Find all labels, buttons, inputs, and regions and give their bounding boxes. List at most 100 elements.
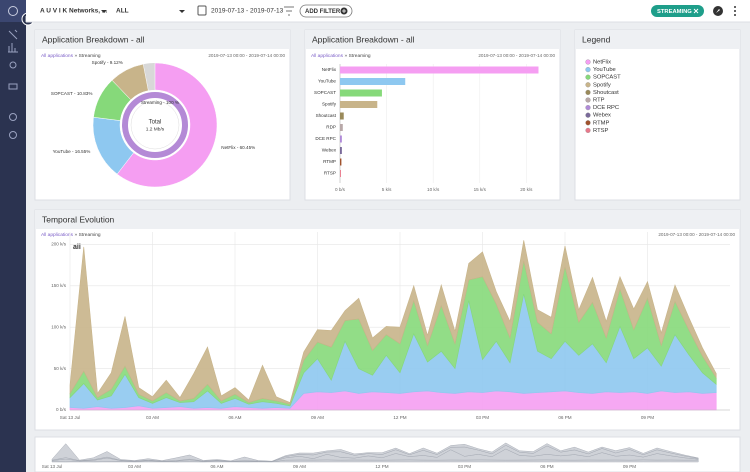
- y-tick-label: SOPCAST: [314, 90, 336, 95]
- center-disc: [130, 100, 180, 150]
- legend-swatch: [585, 74, 591, 80]
- y-tick-label: 50 k/s: [54, 366, 67, 371]
- sidebar-home[interactable]: [0, 0, 26, 22]
- nav-network-icon[interactable]: [8, 83, 18, 90]
- breadcrumb-root[interactable]: All applications: [311, 53, 344, 59]
- legend-swatch: [585, 112, 591, 118]
- breadcrumb-leaf: Streaming: [79, 53, 101, 59]
- bar: [340, 78, 406, 85]
- y-tick-label: 100 k/s: [51, 324, 67, 329]
- legend-label: YouTube: [593, 67, 616, 73]
- x-tick-label: 15 k/s: [474, 187, 487, 192]
- org-caret[interactable]: [101, 10, 107, 13]
- legend-label: Shoutcast: [593, 90, 619, 96]
- compass-icon: [716, 9, 720, 13]
- menu-button[interactable]: [734, 6, 736, 16]
- x-tick-label: 10 k/s: [427, 187, 440, 192]
- legend-label: NetFlix: [593, 60, 611, 66]
- calendar-icon[interactable]: [197, 5, 207, 16]
- panel-legend: Legend: [574, 29, 741, 201]
- navigator-tick-label: 09 PM: [623, 464, 636, 469]
- slice-label: Spotify - 9.12%: [92, 60, 123, 65]
- bar: [340, 135, 342, 143]
- pie-slice: [116, 62, 218, 188]
- breadcrumb-sep: »: [75, 54, 78, 59]
- y-tick-label: Shoutcast: [316, 113, 337, 118]
- filter-caret[interactable]: [179, 10, 185, 13]
- navigator-tick-label: 06 AM: [210, 464, 223, 469]
- nav-reports-icon[interactable]: [8, 43, 18, 53]
- bar: [340, 124, 343, 131]
- top-bar: [26, 0, 750, 22]
- sidebar: [0, 0, 26, 472]
- panel-title: Legend: [582, 34, 611, 44]
- x-tick-label: 5 k/s: [382, 187, 392, 192]
- y-tick-label: Spotify: [322, 102, 337, 107]
- legend-label: Spotify: [593, 82, 611, 88]
- slice-label: YouTube - 16.55%: [53, 149, 91, 154]
- slice-label: SOPCAST - 10.83%: [51, 91, 93, 96]
- center-title: Total: [149, 120, 162, 126]
- breadcrumb-root[interactable]: All applications: [41, 232, 74, 238]
- add-filter-label: ADD FILTER: [305, 9, 341, 15]
- y-tick-label: RTSP: [324, 171, 336, 176]
- nav-chat-icon[interactable]: [9, 113, 17, 121]
- bar: [340, 170, 341, 177]
- breadcrumb-root[interactable]: All applications: [41, 53, 74, 59]
- legend-label: Webex: [593, 113, 611, 119]
- legend-label: DCE RPC: [593, 105, 619, 111]
- date-range[interactable]: 2019-07-13 - 2019-07-13: [211, 8, 284, 15]
- y-tick-label: YouTube: [318, 79, 336, 84]
- streaming-chip-label: STREAMING: [657, 9, 692, 15]
- legend-swatch: [585, 105, 591, 111]
- bar: [340, 147, 342, 154]
- bar: [340, 158, 342, 166]
- x-tick-label: 09 AM: [311, 415, 324, 420]
- breadcrumb-leaf: Streaming: [79, 232, 101, 238]
- inner-label: Streaming - 100 %: [141, 100, 179, 105]
- breadcrumb-leaf: Streaming: [349, 53, 371, 59]
- breadcrumb: All applications» Streaming: [41, 53, 101, 59]
- legend-swatch: [585, 127, 591, 133]
- filter-icon[interactable]: [284, 6, 294, 16]
- navigator-tick-label: 03 AM: [128, 464, 141, 469]
- y-tick-label: DCE RPC: [315, 136, 336, 141]
- y-tick-label: Webex: [322, 148, 337, 153]
- chip-remove[interactable]: [693, 8, 699, 14]
- panel-date: 2019-07-13 00:00 - 2019-07-14 00:00: [658, 232, 735, 237]
- legend-label: RTP: [593, 98, 605, 104]
- navigator-tick-label: 09 AM: [293, 464, 306, 469]
- navigator-tick-label: 06 PM: [540, 464, 553, 469]
- nav-help-icon[interactable]: [9, 131, 17, 139]
- nav-tools-icon[interactable]: [8, 29, 18, 40]
- y-tick-label: 0 b/s: [56, 407, 67, 412]
- center-value: 1.2 Mb/s: [146, 126, 165, 132]
- panel-bar: Application Breakdown - all All applicat…: [304, 29, 561, 201]
- org-selector[interactable]: A U V I K Networks, ...: [40, 8, 107, 15]
- breadcrumb-sep: »: [75, 233, 78, 238]
- legend-swatch: [585, 67, 591, 73]
- breadcrumb: All applications» Streaming: [41, 232, 101, 238]
- panel-title: Application Breakdown - all: [42, 34, 145, 44]
- streaming-chip[interactable]: [651, 5, 704, 17]
- legend-label: RTSP: [593, 128, 608, 134]
- filter-selector[interactable]: ALL: [116, 8, 129, 15]
- nav-map-icon[interactable]: [9, 61, 17, 69]
- x-tick-label: 06 AM: [228, 415, 241, 420]
- breadcrumb-sep: »: [345, 54, 348, 59]
- plot-title: all: [73, 244, 81, 251]
- y-tick-label: 200 k/s: [51, 242, 67, 247]
- legend-label: RTMP: [593, 120, 609, 126]
- navigator-tick-label: 03 PM: [458, 464, 471, 469]
- x-tick-label: 03 PM: [476, 415, 489, 420]
- legend-swatch: [585, 59, 591, 65]
- add-filter-button[interactable]: [299, 4, 353, 18]
- y-tick-label: RTMP: [323, 159, 336, 164]
- x-tick-label: 09 PM: [641, 415, 654, 420]
- legend-swatch: [585, 97, 591, 103]
- y-tick-label: RDP: [326, 125, 336, 130]
- x-tick-label: Sat 13 Jul: [60, 415, 80, 420]
- panel-date: 2019-07-13 00:00 - 2019-07-14 00:00: [478, 53, 555, 58]
- bar: [340, 89, 382, 97]
- inner-ring: [122, 92, 188, 158]
